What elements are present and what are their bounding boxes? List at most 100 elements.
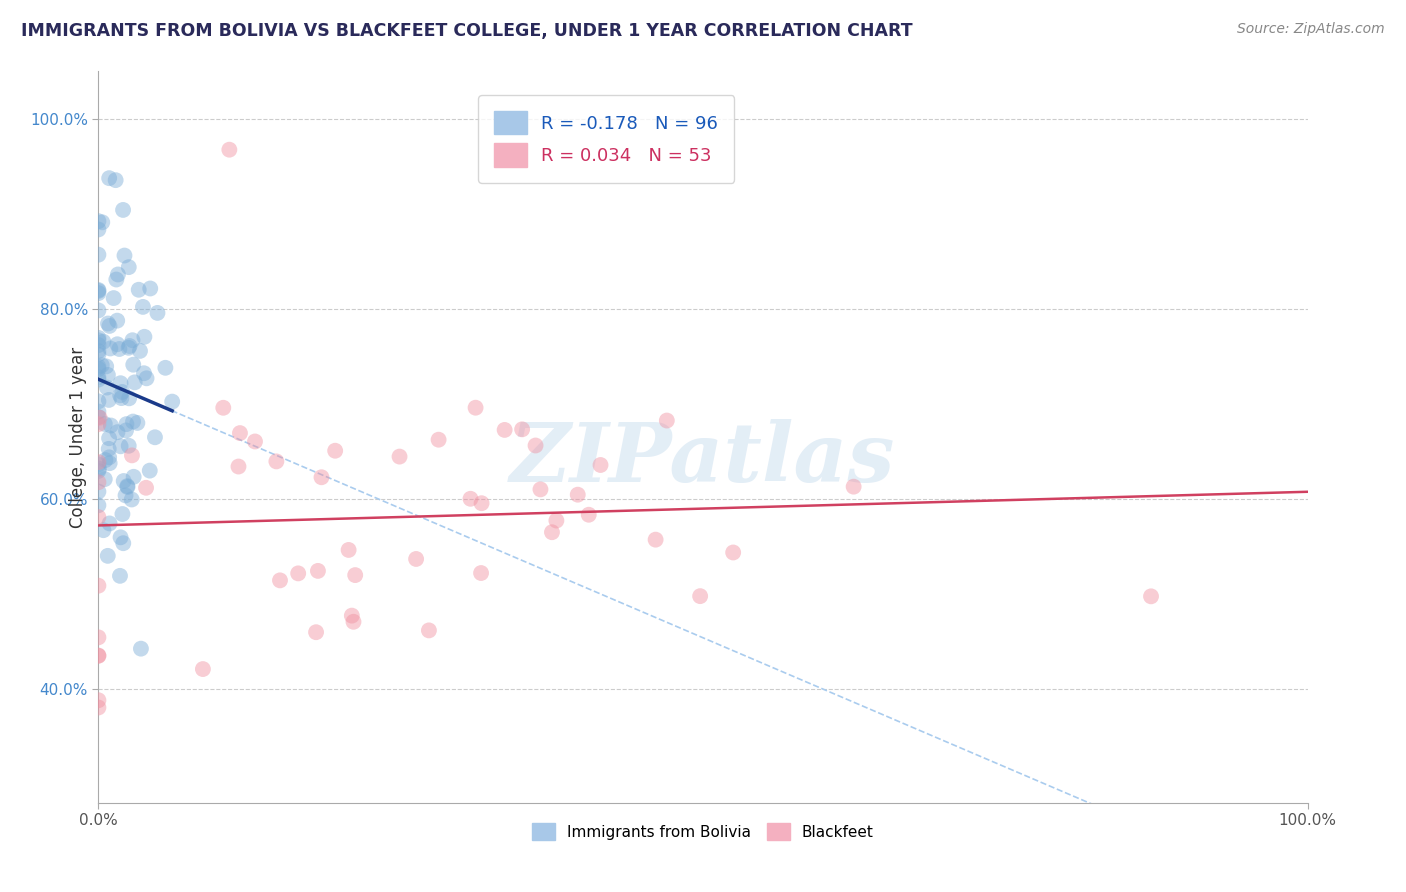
Point bbox=[307, 564, 329, 578]
Point bbox=[344, 568, 367, 582]
Point bbox=[546, 514, 568, 528]
Point bbox=[1140, 590, 1163, 604]
Point bbox=[87, 370, 110, 384]
Point bbox=[134, 330, 156, 344]
Point bbox=[97, 392, 120, 407]
Point bbox=[108, 342, 131, 356]
Point bbox=[143, 430, 166, 444]
Point bbox=[87, 475, 110, 490]
Point bbox=[589, 458, 612, 472]
Point bbox=[98, 171, 121, 186]
Point bbox=[117, 479, 139, 493]
Point bbox=[129, 641, 152, 656]
Point bbox=[97, 442, 120, 456]
Point bbox=[105, 272, 128, 286]
Point bbox=[655, 413, 678, 427]
Point bbox=[87, 284, 110, 298]
Point bbox=[89, 410, 111, 425]
Point bbox=[311, 470, 333, 484]
Point bbox=[96, 380, 118, 394]
Point bbox=[567, 488, 589, 502]
Point bbox=[87, 510, 110, 524]
Point bbox=[87, 461, 110, 475]
Point bbox=[90, 358, 112, 372]
Point bbox=[464, 401, 486, 415]
Point bbox=[110, 530, 132, 544]
Y-axis label: College, Under 1 year: College, Under 1 year bbox=[69, 346, 87, 528]
Point bbox=[494, 423, 516, 437]
Point bbox=[87, 303, 110, 318]
Point bbox=[100, 418, 122, 433]
Point bbox=[93, 523, 115, 537]
Point bbox=[114, 488, 136, 502]
Point bbox=[98, 431, 121, 445]
Point bbox=[135, 481, 157, 495]
Point bbox=[305, 625, 328, 640]
Point bbox=[118, 260, 141, 274]
Point bbox=[87, 373, 110, 387]
Point bbox=[218, 143, 240, 157]
Point bbox=[87, 700, 110, 714]
Point bbox=[87, 222, 110, 236]
Point bbox=[87, 394, 110, 409]
Point bbox=[529, 483, 551, 497]
Point bbox=[471, 496, 494, 510]
Point bbox=[103, 291, 125, 305]
Point bbox=[87, 344, 110, 359]
Point bbox=[470, 566, 492, 580]
Point bbox=[132, 300, 155, 314]
Point bbox=[87, 331, 110, 345]
Text: IMMIGRANTS FROM BOLIVIA VS BLACKFEET COLLEGE, UNDER 1 YEAR CORRELATION CHART: IMMIGRANTS FROM BOLIVIA VS BLACKFEET COL… bbox=[21, 22, 912, 40]
Point bbox=[117, 341, 139, 355]
Point bbox=[87, 631, 110, 645]
Point bbox=[139, 281, 162, 295]
Point bbox=[91, 215, 114, 229]
Point bbox=[405, 552, 427, 566]
Point bbox=[122, 358, 145, 372]
Point bbox=[118, 439, 141, 453]
Point bbox=[842, 480, 865, 494]
Point bbox=[128, 283, 150, 297]
Point bbox=[127, 416, 149, 430]
Point bbox=[342, 615, 364, 629]
Point bbox=[117, 480, 139, 494]
Text: ZIPatlas: ZIPatlas bbox=[510, 419, 896, 499]
Point bbox=[87, 248, 110, 262]
Point bbox=[118, 392, 141, 406]
Point bbox=[87, 334, 110, 348]
Point bbox=[578, 508, 600, 522]
Point bbox=[87, 338, 110, 352]
Point bbox=[122, 415, 145, 429]
Point bbox=[129, 343, 152, 358]
Point bbox=[108, 388, 131, 402]
Point bbox=[94, 472, 117, 486]
Point bbox=[87, 404, 110, 418]
Point bbox=[160, 394, 183, 409]
Point bbox=[87, 458, 110, 472]
Point bbox=[121, 492, 143, 507]
Point bbox=[105, 337, 128, 351]
Point bbox=[114, 248, 136, 262]
Point bbox=[541, 525, 564, 540]
Point bbox=[110, 391, 132, 405]
Point bbox=[98, 516, 121, 531]
Point bbox=[105, 313, 128, 327]
Point bbox=[87, 648, 110, 663]
Point bbox=[112, 474, 135, 488]
Point bbox=[87, 693, 110, 707]
Point bbox=[111, 507, 134, 521]
Point bbox=[418, 624, 440, 638]
Point bbox=[337, 543, 360, 558]
Point bbox=[87, 417, 110, 432]
Point bbox=[110, 376, 132, 391]
Point bbox=[110, 439, 132, 453]
Point bbox=[229, 426, 252, 441]
Point bbox=[98, 450, 121, 465]
Point bbox=[524, 438, 547, 452]
Point bbox=[115, 417, 138, 431]
Point bbox=[111, 384, 134, 399]
Point bbox=[644, 533, 666, 547]
Point bbox=[460, 491, 482, 506]
Point bbox=[96, 359, 118, 374]
Point bbox=[87, 286, 110, 301]
